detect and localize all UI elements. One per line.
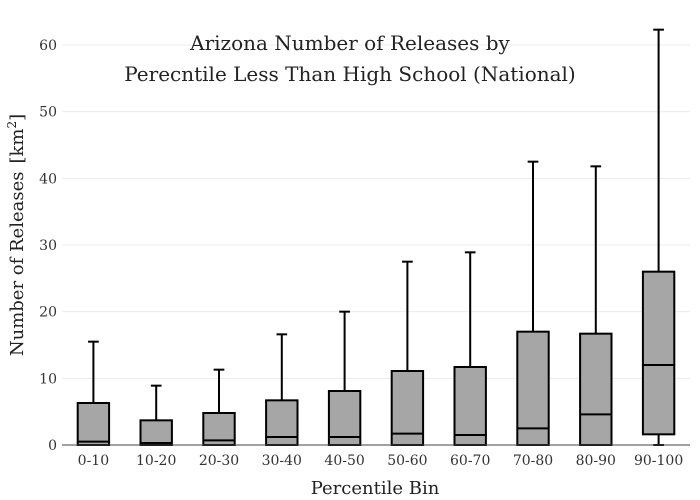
y-tick-label: 40 (39, 171, 57, 187)
box-iqr (76, 402, 111, 446)
y-tick-label: 50 (39, 105, 57, 121)
box-iqr (139, 419, 173, 447)
y-axis-title-unit: [km (7, 129, 28, 164)
box-iqr (579, 332, 613, 446)
y-tick-label: 30 (39, 238, 57, 254)
box-iqr (453, 366, 487, 446)
x-tick-label: 10-20 (136, 453, 176, 469)
x-tick-label: 30-40 (262, 453, 302, 469)
chart-title-line-1: Arizona Number of Releases by (189, 31, 510, 55)
y-axis-title-sup: 2 (5, 121, 19, 129)
box-iqr (265, 399, 299, 447)
y-tick-label: 10 (39, 371, 57, 387)
box-0-10 (76, 340, 111, 446)
y-axis-title-close: ] (7, 114, 28, 121)
x-tick-labels: 0-10 10-20 20-30 30-40 40-50 50-60 60-70 70-80 8… (78, 453, 684, 469)
x-tick-label: 50-60 (387, 453, 427, 469)
box-iqr (641, 270, 676, 436)
x-axis-title: Percentile Bin (311, 478, 440, 499)
box-10-20 (139, 384, 173, 447)
x-tick-label: 90-100 (634, 453, 683, 469)
y-tick-label: 60 (39, 38, 57, 54)
x-tick-label: 0-10 (78, 453, 109, 469)
y-tick-labels: 0 10 20 30 40 50 60 (39, 38, 57, 454)
box-50-60 (390, 260, 425, 446)
box-20-30 (202, 368, 236, 446)
x-tick-label: 60-70 (450, 453, 490, 469)
x-tick-label: 20-30 (199, 453, 239, 469)
y-tick-label: 0 (48, 438, 57, 454)
x-tick-label: 40-50 (324, 453, 364, 469)
box-30-40 (265, 333, 299, 447)
y-tick-label: 20 (39, 305, 57, 321)
x-tick-label: 70-80 (513, 453, 553, 469)
box-iqr (516, 330, 550, 446)
box-60-70 (453, 251, 487, 446)
y-axis-title-main: Number of Releases (7, 172, 28, 357)
box-series (76, 28, 676, 447)
box-80-90 (579, 165, 613, 446)
y-axis-title: Number of Releases [km2] (5, 114, 28, 356)
x-tick-label: 80-90 (576, 453, 616, 469)
box-90-100 (641, 28, 676, 446)
box-70-80 (516, 160, 550, 446)
chart-title-line-2: Perecntile Less Than High School (Nation… (124, 62, 575, 86)
box-40-50 (327, 310, 362, 446)
